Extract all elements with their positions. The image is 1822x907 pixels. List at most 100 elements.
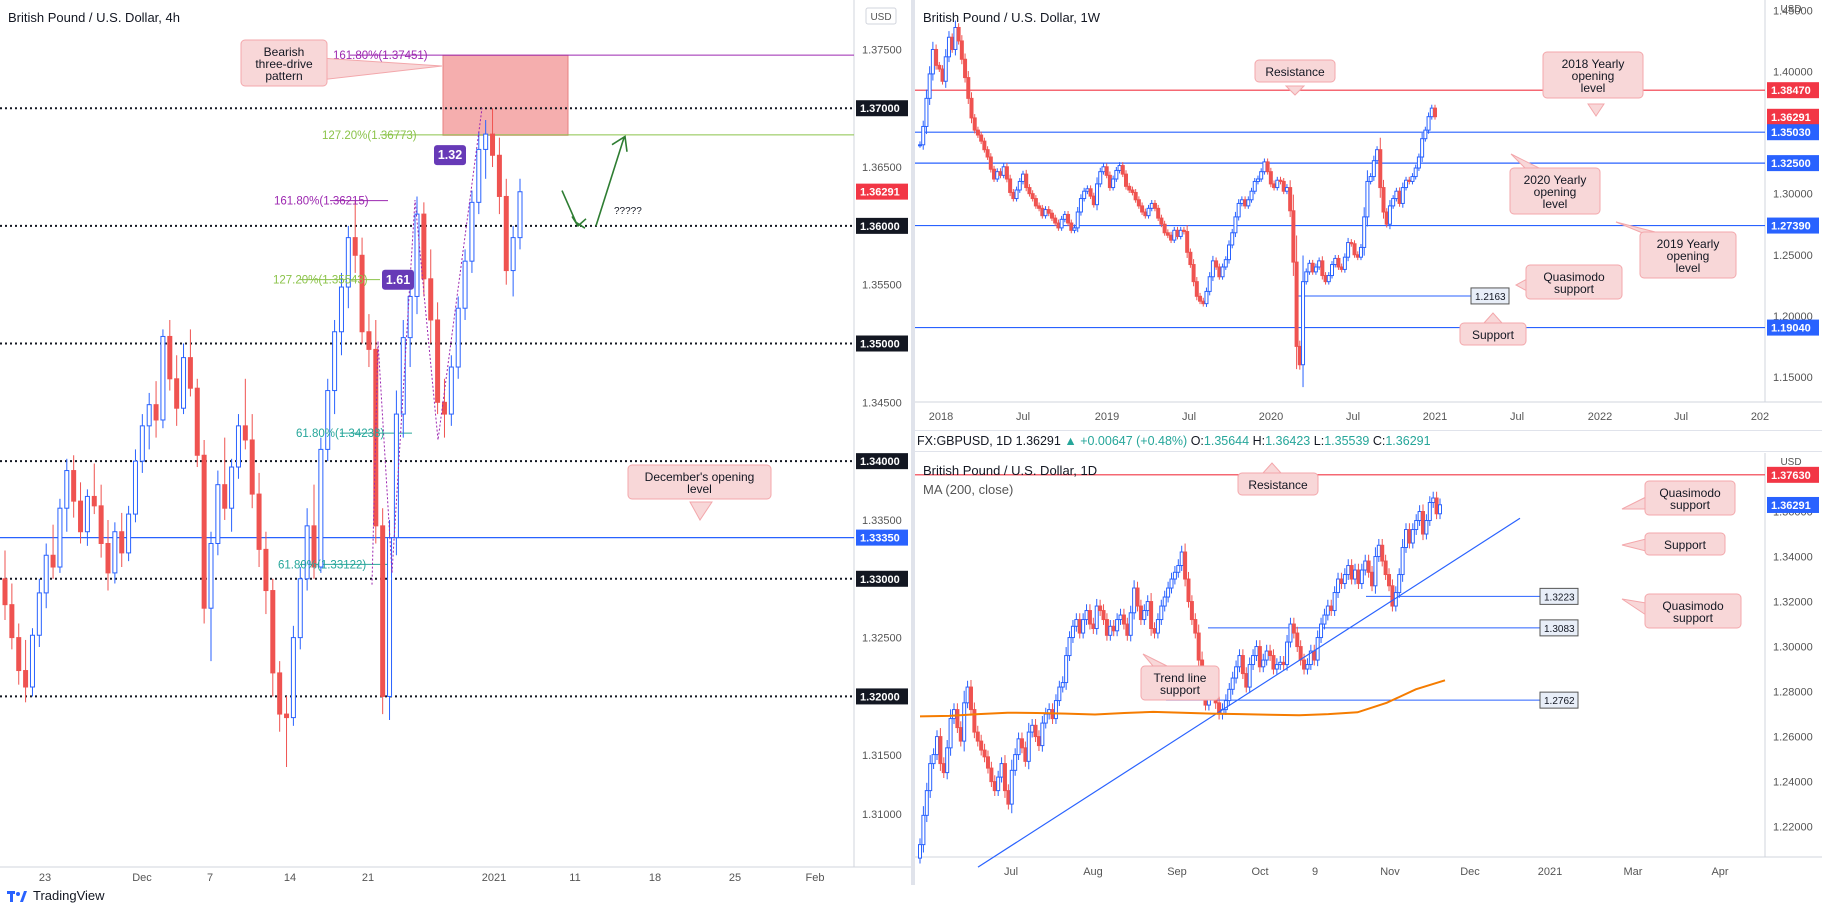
candle-down [941, 763, 946, 774]
candle-up [924, 97, 929, 127]
candle-down [201, 454, 207, 609]
price-tick-label: 1.25000 [1773, 250, 1813, 262]
fib-level-label: 127.20%(1.35543) [273, 275, 368, 287]
price-tag-label: 1.36000 [860, 221, 900, 233]
candle-down [1183, 551, 1188, 580]
fib-level-label: 161.80%(1.37451) [333, 50, 428, 62]
candle-down [988, 156, 993, 170]
price-tick-label: 1.15000 [1773, 372, 1813, 384]
price-tag-label: 1.33000 [860, 574, 900, 586]
quasimodo-upper-callout-text: Quasimodo [1659, 486, 1721, 500]
panel-divider-vertical[interactable] [911, 0, 915, 885]
candle-down [1302, 659, 1307, 670]
candle-down [1008, 178, 1013, 193]
trendline-callout-text: Trend line [1154, 671, 1207, 685]
candle-up [924, 790, 929, 816]
candle-up [29, 634, 35, 688]
candle-up [1285, 641, 1290, 666]
candle-up [64, 470, 70, 509]
candle-up [1319, 623, 1324, 639]
chart-4h-canvas[interactable]: 161.80%(1.37451) 127.20%(1.36773) 161.80%(… [0, 0, 911, 885]
candle-up [945, 747, 950, 774]
candle-down [1191, 264, 1196, 283]
candle-down [1281, 180, 1286, 192]
candle-up [1368, 176, 1373, 182]
candle-up [1365, 180, 1370, 218]
fib-level-label: 61.80%(1.34238) [296, 428, 384, 440]
candle-up [1239, 199, 1244, 204]
candle-down [366, 331, 372, 350]
candle-down [352, 237, 358, 256]
chart-1d-canvas[interactable]: 1.32231.30831.2762ResistanceQuasimodosup… [915, 453, 1822, 885]
candle-down [956, 26, 961, 42]
segment-price-box [1539, 619, 1579, 637]
candle-up [1207, 276, 1212, 292]
time-tick-label: Nov [1380, 866, 1400, 878]
quasimodo-upper-callout-text: support [1670, 498, 1711, 512]
candle-up [1204, 290, 1209, 305]
candle-up [57, 507, 63, 568]
candle-up [1084, 610, 1089, 621]
candle-up [1072, 227, 1077, 231]
price-tag [1767, 496, 1819, 513]
candle-up [1230, 677, 1235, 690]
candle-up [1040, 722, 1045, 747]
tradingview-logo[interactable]: TradingView [6, 888, 105, 903]
candle-up [1304, 271, 1309, 283]
candle-up [229, 466, 235, 509]
yearly-2020-callout-box [1509, 167, 1601, 215]
candle-up [1249, 190, 1254, 201]
candle-up [1247, 664, 1252, 688]
candle-down [1077, 619, 1082, 634]
candle-down [1066, 213, 1071, 224]
candle-up [1426, 116, 1431, 131]
chart-1w-panel[interactable]: 1.2163 Resistance 2018 Yearly opening level 2… [915, 0, 1822, 430]
candle-down [1162, 223, 1167, 234]
segment-price-box [1470, 287, 1510, 305]
fib-ratio-badge-label: 1.32 [438, 148, 462, 162]
candle-down [1169, 234, 1174, 241]
candle-up [1210, 260, 1215, 278]
tradingview-logo-icon [7, 890, 27, 902]
quasimodo-support-callout-text: support [1554, 282, 1595, 296]
candle-down [940, 68, 945, 82]
candle-down [1136, 199, 1141, 207]
candle-down [982, 140, 987, 151]
currency-label: USD [1780, 4, 1801, 15]
candle-down [380, 525, 386, 697]
chart-4h-panel[interactable]: 161.80%(1.37451) 127.20%(1.36773) 161.80%(… [0, 0, 911, 885]
candle-down [985, 756, 990, 769]
candle-up [1346, 565, 1351, 576]
time-tick-label: Mar [1624, 866, 1643, 878]
candle-down [1288, 187, 1293, 212]
price-tag-label: 1.34000 [860, 456, 900, 468]
candle-down [1033, 198, 1038, 207]
candle-up [1132, 587, 1137, 614]
price-tick-label: 1.36500 [862, 162, 902, 174]
candle-down [373, 348, 379, 527]
candle-down [1312, 650, 1317, 661]
time-tick-label: 2021 [482, 872, 506, 884]
candle-up [1075, 211, 1080, 229]
candle-up [1172, 571, 1177, 580]
candle-down [1243, 199, 1248, 207]
segment-price-box [1539, 587, 1579, 605]
candle-up [1223, 259, 1228, 268]
candle-up [1254, 646, 1259, 657]
candle-down [311, 525, 317, 568]
candle-down [1040, 207, 1045, 217]
yearly-2018-callout-box [1542, 51, 1644, 99]
yearly-2019-callout-text: 2019 Yearly [1657, 237, 1720, 251]
candle-down [959, 40, 964, 60]
candle-down [249, 439, 255, 495]
chart-1d-panel[interactable]: 1.3223 1.3083 1.2762 Resistance Quasimodo sup… [915, 453, 1822, 885]
candle-down [1188, 251, 1193, 266]
candle-up [946, 36, 951, 58]
candle-down [1037, 205, 1042, 209]
candle-down [982, 749, 987, 758]
candle-up [1326, 275, 1331, 283]
candle-down [972, 709, 977, 733]
candle-down [992, 781, 997, 792]
time-tick-label: Jul [1182, 411, 1196, 423]
